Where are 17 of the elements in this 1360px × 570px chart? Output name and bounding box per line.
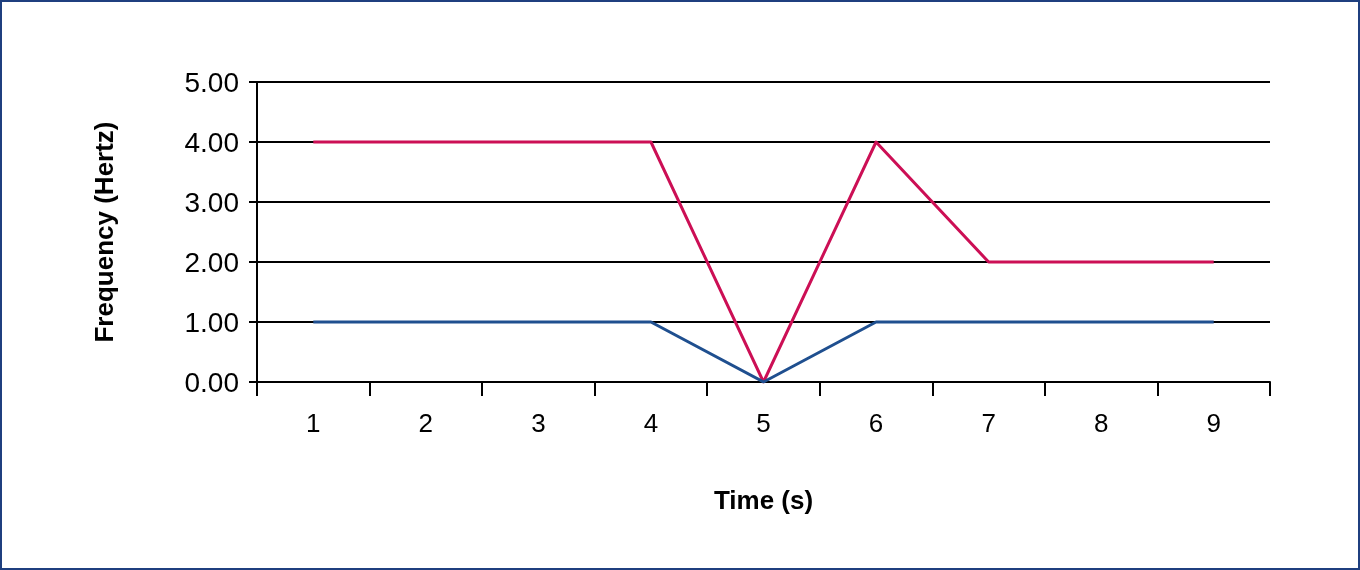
x-tick-label: 4 xyxy=(643,408,659,438)
y-tick-label: 4.00 xyxy=(184,126,239,158)
y-axis-title: Frequency (Hertz) xyxy=(89,121,119,343)
y-tick-label: 2.00 xyxy=(184,246,239,278)
x-tick-label: 6 xyxy=(868,408,884,438)
x-tick-label: 1 xyxy=(306,408,321,438)
y-tick-label: 3.00 xyxy=(184,186,239,218)
x-tick-label: 2 xyxy=(418,408,434,438)
x-tick-label: 5 xyxy=(756,408,771,438)
x-tick-label: 9 xyxy=(1206,408,1221,438)
y-tick-label: 0.00 xyxy=(184,366,239,398)
x-axis-title: Time (s) xyxy=(713,485,814,515)
y-tick-label: 5.00 xyxy=(184,66,239,98)
x-tick-label: 8 xyxy=(1093,408,1109,438)
y-tick-label: 1.00 xyxy=(184,306,239,338)
x-tick-label: 3 xyxy=(531,408,546,438)
x-tick-label: 7 xyxy=(981,408,996,438)
